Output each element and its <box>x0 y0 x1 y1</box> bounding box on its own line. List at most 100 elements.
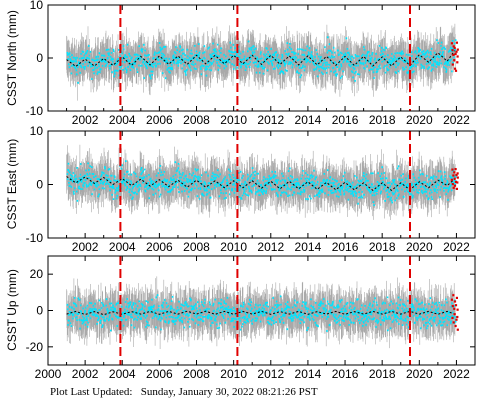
east-x-tick-label: 2014 <box>295 240 322 254</box>
north-x-tick-label: 2004 <box>109 113 136 127</box>
up-recent-point <box>454 324 457 328</box>
north-recent-point <box>455 50 458 53</box>
up-x-tick-label: 2016 <box>332 367 359 381</box>
north-x-tick-label: 2006 <box>146 113 173 127</box>
up-y-tick-label: 0 <box>36 304 43 318</box>
east-x-tick-label: 2018 <box>369 240 396 254</box>
east-y-tick-label: 10 <box>30 124 44 138</box>
east-axes: 2002 2004 2006 2008 2010 2012 2014 2016 2018 2020… <box>26 124 476 254</box>
east-recent-point <box>452 186 455 189</box>
north-x-tick-label: 2018 <box>369 113 396 127</box>
north-axes: 2002 2004 2006 2008 2010 2012 2014 2016 2018 2020… <box>26 0 476 127</box>
up-recent-point <box>451 316 454 319</box>
north-recent-point <box>456 48 459 51</box>
up-x-tick-label: 2000 <box>35 367 62 381</box>
panel-east: 2002 2004 2006 2008 2010 2012 2014 2016 2018 2020… <box>5 124 476 254</box>
north-recent-point <box>453 67 457 70</box>
up-x-tick-label: 2014 <box>295 367 322 381</box>
north-y-tick-label: 0 <box>36 51 43 65</box>
up-x-tick-label: 2010 <box>220 367 247 381</box>
up-recent-point <box>455 296 458 299</box>
east-y-tick-label: 0 <box>36 178 43 192</box>
north-x-tick-label: 2008 <box>183 113 210 127</box>
east-x-tick-label: 2020 <box>406 240 433 254</box>
north-recent-point <box>451 49 454 52</box>
north-recent-point <box>454 69 458 72</box>
east-y-tick-label: -10 <box>26 231 44 245</box>
north-recent-point <box>454 52 457 55</box>
up-recent-point <box>452 321 455 324</box>
north-x-tick-label: 2022 <box>443 113 470 127</box>
plot-last-updated-label: Plot Last Updated: <box>50 386 133 398</box>
north-y-tick-label: -10 <box>26 104 44 118</box>
north-model-line <box>66 50 456 68</box>
north-recent-point <box>455 41 458 44</box>
plot-last-updated-timestamp: Sunday, January 30, 2022 08:21:26 PST <box>140 386 318 398</box>
north-x-tick-label: 2012 <box>257 113 284 127</box>
north-y-axis-title: CSST North (mm) <box>5 10 19 106</box>
east-recent-point <box>454 168 457 171</box>
east-recent-point <box>451 183 454 186</box>
up-y-axis-title: CSST Up (mm) <box>5 269 19 351</box>
east-model-line <box>66 176 455 192</box>
up-x-tick-label: 2004 <box>109 367 136 381</box>
east-noise-layer <box>66 144 457 220</box>
panel-up: 2000 2002 2004 2006 2008 2010 2012 2014 2016 2018… <box>5 255 476 381</box>
up-x-tick-label: 2008 <box>183 367 210 381</box>
up-x-tick-label: 2018 <box>369 367 396 381</box>
east-y-axis-title: CSST East (mm) <box>5 139 19 229</box>
north-x-tick-label: 2010 <box>220 113 247 127</box>
north-marks <box>66 5 459 111</box>
north-recent-point <box>456 55 459 58</box>
up-x-tick-label: 2012 <box>257 367 284 381</box>
north-y-tick-label: 10 <box>30 0 44 12</box>
north-recent-point <box>456 61 459 64</box>
north-recent-point <box>452 53 455 56</box>
east-x-tick-label: 2012 <box>257 240 284 254</box>
panel-north: 2002 2004 2006 2008 2010 2012 2014 2016 2018 2020… <box>5 0 476 127</box>
north-recent-point <box>453 59 456 62</box>
up-recent-point <box>451 305 454 308</box>
east-recent-point <box>453 177 456 180</box>
up-recent-point <box>453 313 456 316</box>
east-x-tick-label: 2006 <box>146 240 173 254</box>
up-y-tick-label: -20 <box>26 340 44 354</box>
north-x-tick-label: 2016 <box>332 113 359 127</box>
up-recent-point <box>456 308 459 311</box>
east-daily-points <box>66 160 457 206</box>
up-recent-point <box>456 315 459 319</box>
east-marks <box>66 131 459 238</box>
up-noise-layer <box>66 276 457 349</box>
up-y-tick-label: 20 <box>30 267 44 281</box>
up-recent-point <box>453 300 457 303</box>
east-recent-point <box>451 168 454 171</box>
up-x-tick-label: 2002 <box>72 367 99 381</box>
east-recent-point <box>456 172 459 175</box>
up-recent-point <box>452 294 455 297</box>
up-recent-point <box>456 328 459 331</box>
north-recent-point <box>452 45 455 48</box>
east-recent-point <box>453 184 457 187</box>
east-recent-point <box>454 180 458 183</box>
north-noise-layer <box>66 23 457 101</box>
up-x-tick-label: 2020 <box>406 367 433 381</box>
east-x-tick-label: 2010 <box>220 240 247 254</box>
plot-last-updated: Plot Last Updated: Sunday, January 30, 2… <box>50 386 318 398</box>
east-recent-point <box>456 181 459 184</box>
north-recent-point <box>453 46 456 50</box>
north-x-tick-label: 2002 <box>72 113 99 127</box>
north-recent-point <box>451 63 454 66</box>
east-x-tick-label: 2008 <box>183 240 210 254</box>
up-recent-point <box>453 307 456 310</box>
north-recent-point <box>450 42 453 45</box>
east-recent-point <box>453 171 456 174</box>
east-x-tick-label: 2016 <box>332 240 359 254</box>
east-error-bars <box>66 144 456 220</box>
east-recent-point <box>455 187 458 190</box>
up-marks <box>66 256 459 365</box>
up-recent-point <box>454 304 458 307</box>
east-recent-point <box>450 178 453 181</box>
north-x-tick-label: 2014 <box>295 113 322 127</box>
up-x-tick-label: 2022 <box>443 367 470 381</box>
east-x-tick-label: 2004 <box>109 240 136 254</box>
